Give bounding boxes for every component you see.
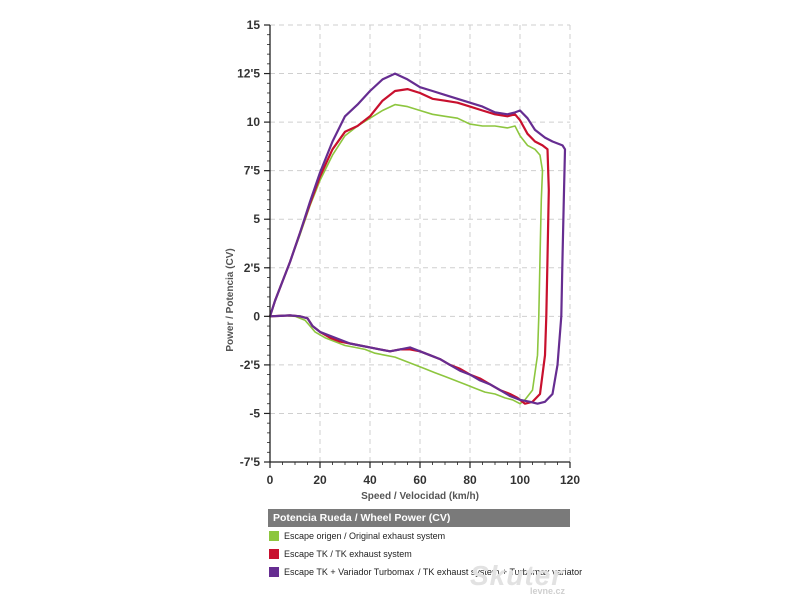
legend-label-tk-turbomax: Escape TK + Variador Turbomax / TK exhaus… (284, 566, 582, 578)
y-tick-label: -7'5 (240, 455, 261, 469)
x-tick-label: 0 (267, 473, 274, 487)
y-tick-label: -2'5 (240, 358, 261, 372)
legend-item-tk-turbomax: Escape TK + Variador Turbomax / TK exhaus… (268, 566, 582, 581)
y-tick-label: 15 (247, 18, 261, 32)
legend-label-original: Escape origen / Original exhaust system (284, 531, 446, 541)
legend-label-tk-turbomax-main: Escape TK + Variador Turbomax (284, 567, 414, 577)
axes: 15 12'5 10 7'5 5 2'5 0 -2'5 -5 -7'5 0 20 40 60 80 100 12… (237, 18, 580, 487)
y-tick-label: 0 (253, 309, 260, 323)
legend-swatch-original (269, 531, 279, 541)
legend-swatch-tk-turbomax (269, 567, 279, 577)
legend-item-original: Escape origen / Original exhaust system (268, 530, 570, 545)
watermark-domain: levne.cz (530, 586, 566, 596)
series-original-line (269, 103, 544, 405)
legend-item-tk: Escape TK / TK exhaust system (268, 548, 570, 563)
legend: Potencia Rueda / Wheel Power (CV) Escape… (268, 509, 582, 581)
y-axis-title: Power / Potencia (CV) (225, 248, 236, 351)
x-tick-label: 40 (363, 473, 377, 487)
x-tick-label: 60 (413, 473, 427, 487)
legend-swatch-tk (269, 549, 279, 559)
x-tick-label: 20 (313, 473, 327, 487)
x-tick-label: 100 (510, 473, 530, 487)
series-lines (268, 72, 567, 405)
grid (270, 24, 571, 463)
y-tick-label: 12'5 (237, 67, 260, 81)
series-tk-line (268, 87, 550, 405)
watermark-logo: Skuter (470, 560, 564, 591)
legend-title: Potencia Rueda / Wheel Power (CV) (268, 509, 570, 527)
legend-label-tk-turbomax-sub: / TK exhaust system + Turbomax variator (417, 567, 583, 577)
y-tick-label: 2'5 (244, 261, 261, 275)
x-axis-title: Speed / Velocidad (km/h) (361, 491, 479, 502)
series-tk-turbomax-line (268, 72, 567, 405)
x-tick-label: 120 (560, 473, 580, 487)
y-tick-label: -5 (249, 406, 260, 420)
y-tick-label: 5 (253, 212, 260, 226)
legend-label-tk: Escape TK / TK exhaust system (284, 549, 412, 559)
y-tick-label: 10 (247, 115, 261, 129)
y-tick-label: 7'5 (244, 164, 261, 178)
x-tick-label: 80 (463, 473, 477, 487)
